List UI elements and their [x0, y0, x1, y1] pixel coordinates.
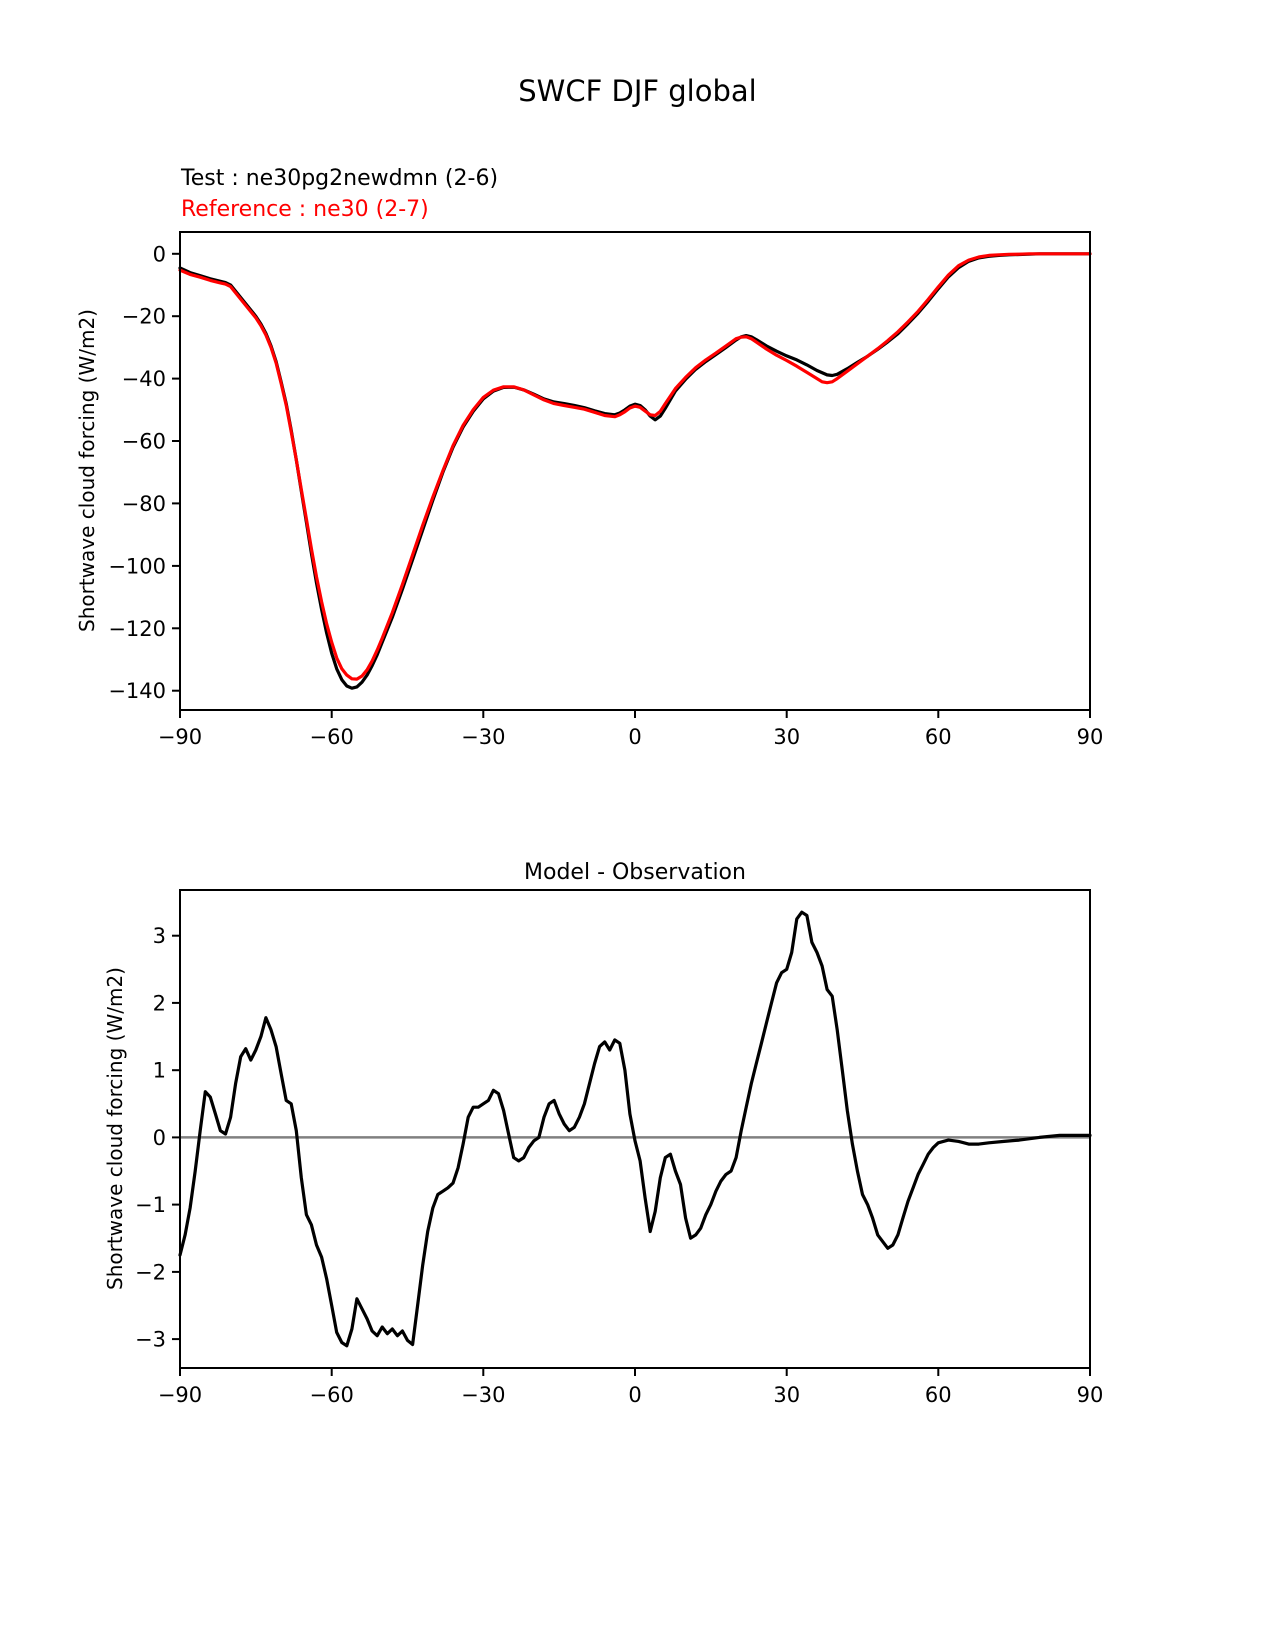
axes-spines [179, 889, 1091, 1369]
x-tick-label: −90 [158, 725, 202, 749]
x-tick-label: −90 [158, 1383, 202, 1407]
legend-test-label: Test : ne30pg2newdmn (2-6) [181, 166, 499, 191]
x-tick-label: 0 [628, 725, 641, 749]
y-tick-label: −2 [135, 1260, 166, 1284]
x-tick-label: 90 [1077, 1383, 1104, 1407]
series-test-line [178, 252, 1092, 690]
y-tick-label: −3 [135, 1328, 166, 1352]
y-tick-label: 2 [153, 991, 166, 1015]
x-tick-label: −30 [461, 725, 505, 749]
x-tick-label: −60 [310, 725, 354, 749]
legend-reference-label: Reference : ne30 (2-7) [181, 197, 429, 222]
y-tick-label: 1 [153, 1059, 166, 1083]
y-tick-label: 3 [153, 924, 166, 948]
y-tick-label: −140 [108, 679, 166, 703]
x-tick-label: 0 [628, 1383, 641, 1407]
x-tick-label: 30 [773, 1383, 800, 1407]
y-tick-label: 0 [153, 1126, 166, 1150]
y-tick-label: −120 [108, 617, 166, 641]
series-difference-line [178, 910, 1092, 1348]
x-tick-label: 60 [925, 1383, 952, 1407]
series-reference-line [178, 252, 1092, 681]
x-tick-label: −30 [461, 1383, 505, 1407]
axes-spines [179, 231, 1091, 711]
y-tick-label: −1 [135, 1193, 166, 1217]
y-tick-label: −80 [122, 492, 166, 516]
x-tick-label: −60 [310, 1383, 354, 1407]
y-tick-label: −40 [122, 367, 166, 391]
bottom-chart-ylabel: Shortwave cloud forcing (W/m2) [103, 967, 127, 1291]
bottom-chart-title: Model - Observation [524, 860, 746, 885]
y-tick-label: −60 [122, 430, 166, 454]
top-chart-ylabel: Shortwave cloud forcing (W/m2) [75, 309, 99, 633]
figure-title: SWCF DJF global [518, 74, 757, 108]
y-tick-label: 0 [153, 242, 166, 266]
x-tick-label: 90 [1077, 725, 1104, 749]
x-tick-label: 30 [773, 725, 800, 749]
y-tick-label: −20 [122, 305, 166, 329]
x-tick-label: 60 [925, 725, 952, 749]
y-tick-label: −100 [108, 554, 166, 578]
